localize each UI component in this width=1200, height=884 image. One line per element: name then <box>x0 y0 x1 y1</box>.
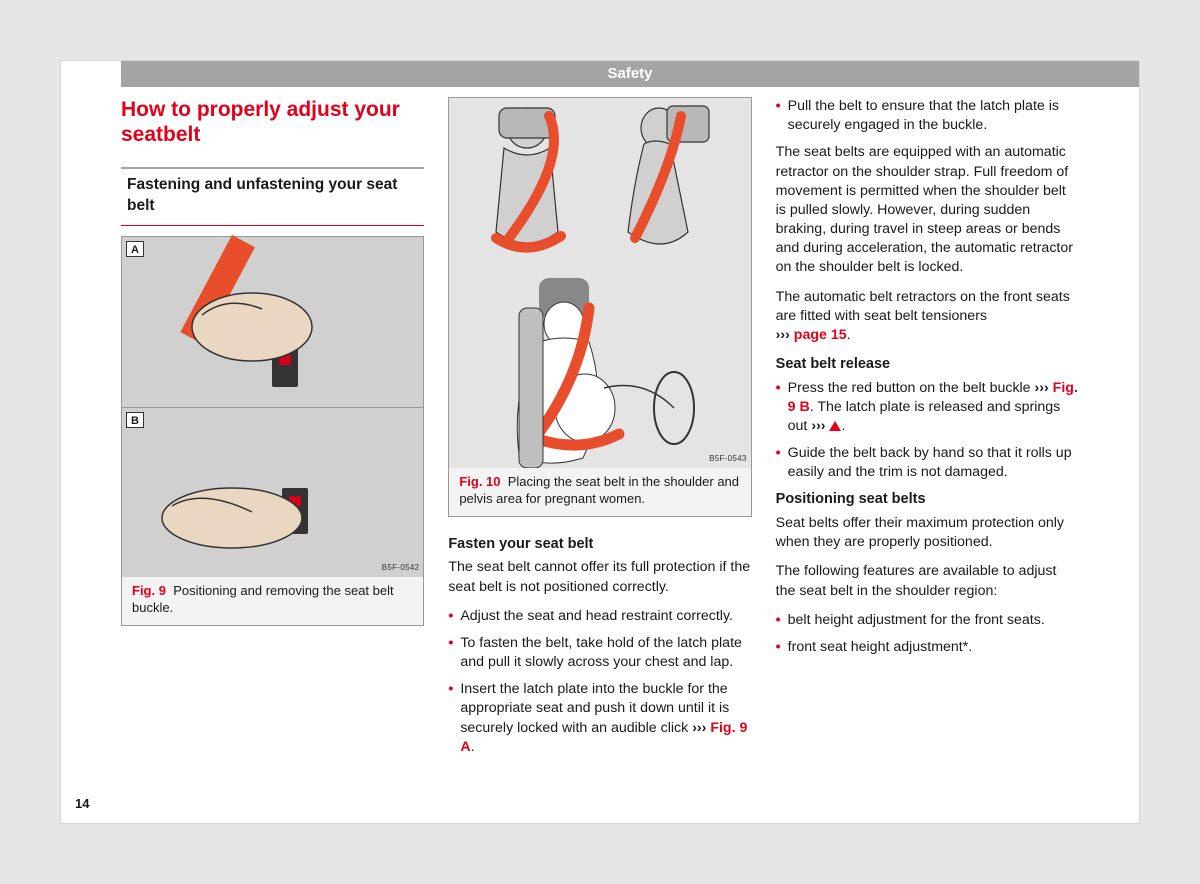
figure-9: A B B5F-0542 <box>121 236 424 626</box>
page15-ref: page 15 <box>794 327 847 343</box>
page-number: 14 <box>75 796 89 811</box>
heading-positioning: Positioning seat belts <box>776 490 1079 510</box>
retractor-p1: The seat belts are equipped with an auto… <box>776 143 1079 277</box>
position-p1: Seat belts offer their maximum protectio… <box>776 514 1079 552</box>
hand-illustration-b <box>122 408 423 577</box>
section-header: Safety <box>121 61 1139 87</box>
section-title: Safety <box>607 65 652 82</box>
figure-9-panel-a: A <box>122 237 423 407</box>
page-content: How to properly adjust your seatbelt Fas… <box>121 97 1079 787</box>
figure-10: B5F-0543 Fig. 10 Placing the seat belt i… <box>448 97 751 517</box>
figure-10-illustration <box>449 98 750 468</box>
ref-arrow: ››› <box>692 720 706 736</box>
position-p2: The following features are available to … <box>776 562 1079 600</box>
b3a-text: Insert the latch plate into the buckle f… <box>460 681 729 716</box>
fasten-bullet-2: To fasten the belt, take hold of the lat… <box>448 634 751 672</box>
release-bullet-1: Press the red button on the belt buckle … <box>776 379 1079 437</box>
subheading-block: Fastening and unfastening your seat belt <box>121 167 424 226</box>
warning-icon <box>829 421 841 431</box>
fasten-bullet-3: Insert the latch plate into the buckle f… <box>448 680 751 757</box>
figure-10-label: Fig. 10 <box>459 474 500 489</box>
fasten-bullet-4: Pull the belt to ensure that the latch p… <box>776 97 1079 135</box>
ref-arrow-4: ››› <box>811 418 825 434</box>
ref-arrow-2: ››› <box>776 327 790 343</box>
figure-9-caption-text: Positioning and removing the seat belt b… <box>132 583 394 615</box>
position-bullet-2: front seat height adjustment*. <box>776 638 1079 657</box>
page-title: How to properly adjust your seatbelt <box>121 97 424 147</box>
fasten-intro: The seat belt cannot offer its full prot… <box>448 558 751 596</box>
manual-page: Safety How to properly adjust your seatb… <box>60 60 1140 824</box>
b3b-text: securely locked with an audible click <box>460 720 688 736</box>
heading-release: Seat belt release <box>776 355 1079 375</box>
figure-10-caption-text: Placing the seat belt in the shoulder an… <box>459 474 739 506</box>
figure-10-code: B5F-0543 <box>709 454 747 465</box>
figure-10-image: B5F-0543 <box>449 98 750 468</box>
heading-fasten: Fasten your seat belt <box>448 535 751 555</box>
figure-9-label: Fig. 9 <box>132 583 166 598</box>
position-bullet-1: belt height adjustment for the front sea… <box>776 611 1079 630</box>
figure-9-code: B5F-0542 <box>382 563 420 574</box>
figure-9-caption: Fig. 9 Positioning and removing the seat… <box>122 577 423 625</box>
release-bullet-2: Guide the belt back by hand so that it r… <box>776 444 1079 482</box>
ref-arrow-3: ››› <box>1035 380 1049 396</box>
subheading: Fastening and unfastening your seat belt <box>121 175 424 217</box>
retractor-p2: The automatic belt retractors on the fro… <box>776 288 1079 346</box>
hand-illustration <box>122 237 423 407</box>
figure-9-panel-b: B B5F-0542 <box>122 407 423 577</box>
retractor-p2-text: The automatic belt retractors on the fro… <box>776 289 1070 324</box>
fasten-bullet-1: Adjust the seat and head restraint corre… <box>448 607 751 626</box>
figure-10-caption: Fig. 10 Placing the seat belt in the sho… <box>449 468 750 516</box>
release-b1a: Press the red button on the belt buckle <box>788 380 1035 396</box>
